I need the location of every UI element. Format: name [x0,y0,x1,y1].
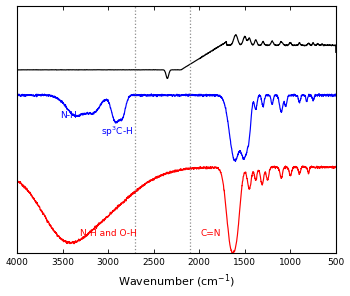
Text: C=N: C=N [201,229,221,238]
Text: N-H and O-H: N-H and O-H [80,229,136,238]
X-axis label: Wavenumber (cm$^{-1}$): Wavenumber (cm$^{-1}$) [118,273,235,290]
Text: sp$^3$C-H: sp$^3$C-H [101,125,133,139]
Text: N-H: N-H [61,111,77,120]
